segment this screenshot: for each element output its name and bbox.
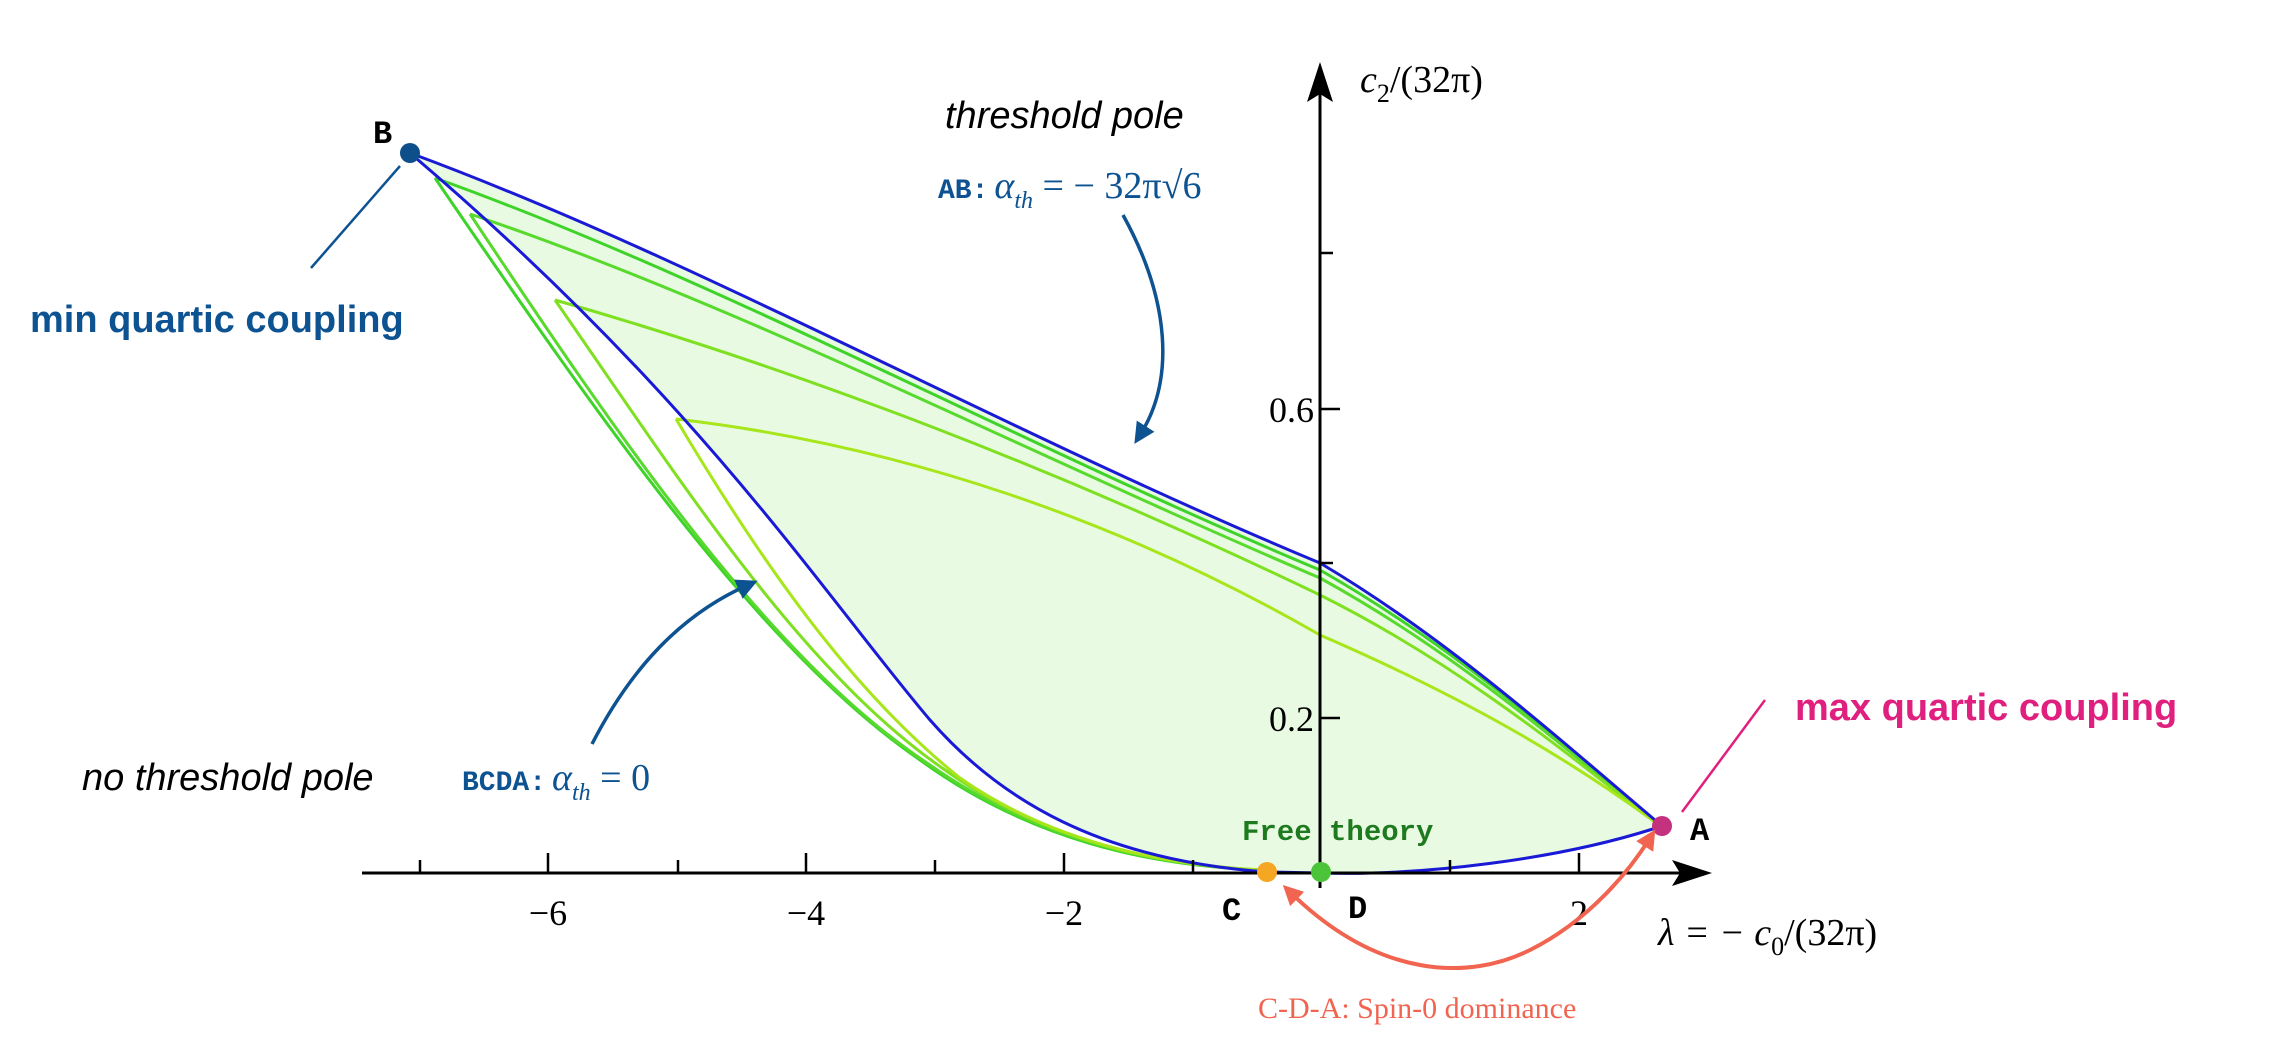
point-d-label: D <box>1348 891 1367 928</box>
min-quartic-coupling-label: min quartic coupling <box>30 299 404 341</box>
y-tick-label: 0.2 <box>1269 699 1314 739</box>
x-axis-arrow-icon <box>1672 860 1712 886</box>
y-axis-label: c2/(32π) <box>1360 59 1483 108</box>
point-c-marker <box>1257 862 1277 882</box>
min-quartic-leader-line <box>310 165 401 269</box>
x-tick-label: −6 <box>529 893 567 933</box>
x-axis-label: λ = − c0/(32π) <box>1657 912 1877 961</box>
x-tick-label: −2 <box>1045 893 1083 933</box>
ab-pointer-arrow <box>1121 214 1165 444</box>
x-tick-labels: −6 −4 −2 2 <box>529 893 1588 933</box>
inner-curve-4 <box>674 417 1656 872</box>
free-theory-label: Free theory <box>1242 816 1433 849</box>
y-axis-ticks <box>1320 251 1340 720</box>
inner-bound-curves <box>433 176 1656 872</box>
point-a-label: A <box>1690 813 1710 850</box>
threshold-pole-label: threshold pole <box>945 95 1184 137</box>
spin0-dominance-arrow <box>1282 829 1656 971</box>
ab-equation: AB: αth = − 32π√6 <box>938 165 1201 214</box>
y-axis <box>1307 62 1340 888</box>
no-threshold-pole-label: no threshold pole <box>82 757 374 799</box>
spin0-dominance-label: C-D-A: Spin-0 dominance <box>1258 992 1576 1025</box>
max-quartic-coupling-label: max quartic coupling <box>1795 687 2177 729</box>
bcda-equation: BCDA: αth = 0 <box>462 757 650 806</box>
point-c-label: C <box>1222 893 1241 930</box>
y-tick-labels: 0.2 0.6 <box>1269 390 1314 739</box>
x-tick-label: −4 <box>787 893 825 933</box>
point-d-marker <box>1311 862 1331 882</box>
point-b-marker <box>400 143 420 163</box>
bcda-pointer-arrow <box>590 579 758 745</box>
max-quartic-leader-line <box>1680 699 1767 813</box>
ab-boundary-curve <box>409 151 1663 828</box>
allowed-region-fill <box>410 153 1662 874</box>
point-b-label: B <box>373 116 392 153</box>
y-axis-arrow-icon <box>1307 62 1333 102</box>
point-a-marker <box>1652 816 1672 836</box>
y-tick-label: 0.6 <box>1269 390 1314 430</box>
